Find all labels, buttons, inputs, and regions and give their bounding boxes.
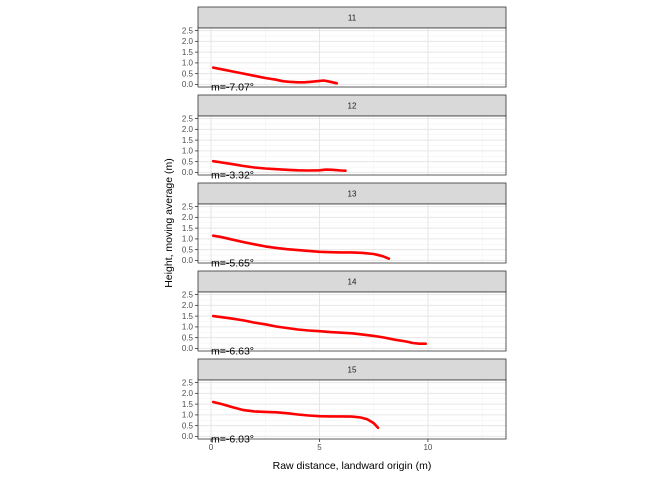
x-tick-label: 5 [317,443,322,452]
y-tick-label: 1.0 [182,411,194,420]
y-tick-label: 1.0 [182,323,194,332]
y-tick-label: 2.5 [182,26,194,35]
facet-panel: 12 0.0 0.51.0 1.5 2.0 2.5 m=-3.32° [182,94,507,182]
facet-panel: 13 0.0 0.51.0 1.5 2.0 2.5 m=-5.65° [182,182,507,270]
x-axis: 0 5 10 [209,439,433,452]
y-tick-label: 1.0 [182,235,194,244]
y-tick-label: 0.5 [182,157,194,166]
slope-annotation: m=-6.63° [211,346,254,358]
y-tick-label: 2.0 [182,389,194,398]
slope-annotation: m=-7.07° [211,82,254,94]
y-tick-label: 1.5 [182,312,194,321]
series-line [211,234,391,260]
panel-border [197,27,507,88]
y-tick-label: 1.5 [182,136,194,145]
y-tick-label: 2.0 [182,37,194,46]
y-tick-label: 0.5 [182,245,194,254]
x-tick-label: 0 [209,443,214,452]
y-tick-label: 0.0 [182,256,194,265]
panel-border [197,291,507,352]
y-tick-label: 1.5 [182,400,194,409]
slope-annotation: m=-6.03° [211,434,254,446]
panel-border [197,115,507,176]
y-tick-label: 0.5 [182,333,194,342]
y-tick-label: 1.0 [182,147,194,156]
y-tick-label: 1.0 [182,59,194,68]
series-line [211,400,380,430]
slope-annotation: m=-5.65° [211,258,254,270]
series-line [211,66,339,85]
y-tick-label: 2.0 [182,213,194,222]
y-tick-label: 2.0 [182,301,194,310]
y-tick-label: 2.5 [182,114,194,123]
series-line [211,314,427,345]
y-tick-label: 2.5 [182,290,194,299]
facet-panel: 15 0.0 0.51.0 1.5 2.0 2.5 m=-6.03° [182,358,507,446]
y-tick-label: 2.5 [182,202,194,211]
y-tick-label: 1.5 [182,224,194,233]
y-tick-label: 1.5 [182,48,194,57]
x-tick-label: 10 [423,443,432,452]
y-tick-label: 0.0 [182,432,194,441]
facet-panel: 11 0.0 0.51.0 1.5 2.0 2.5 m=-7.07° [182,6,507,94]
series-line [211,159,347,172]
facet-strip-label: 13 [348,190,357,199]
y-axis-title: Height, moving average (m) [163,158,175,288]
y-tick-label: 0.0 [182,344,194,353]
y-tick-label: 0.0 [182,80,194,89]
x-axis-title: Raw distance, landward origin (m) [273,460,432,472]
facet-strip-label: 15 [348,366,357,375]
y-tick-label: 2.5 [182,378,194,387]
facet-strip-label: 12 [348,102,357,111]
panel-border [197,379,507,440]
facet-panel: 14 0.0 0.51.0 1.5 2.0 2.5 m=-6.63° [182,270,507,358]
y-tick-label: 0.0 [182,168,194,177]
slope-annotation: m=-3.32° [211,170,254,182]
y-tick-label: 0.5 [182,421,194,430]
y-tick-label: 0.5 [182,69,194,78]
panels: 110.00.51.01.52.02.5m=-7.07°120.00.51.01… [182,6,507,446]
panel-border [197,203,507,264]
y-tick-label: 2.0 [182,125,194,134]
facet-strip-label: 14 [348,278,357,287]
facet-strip-label: 11 [348,14,357,23]
